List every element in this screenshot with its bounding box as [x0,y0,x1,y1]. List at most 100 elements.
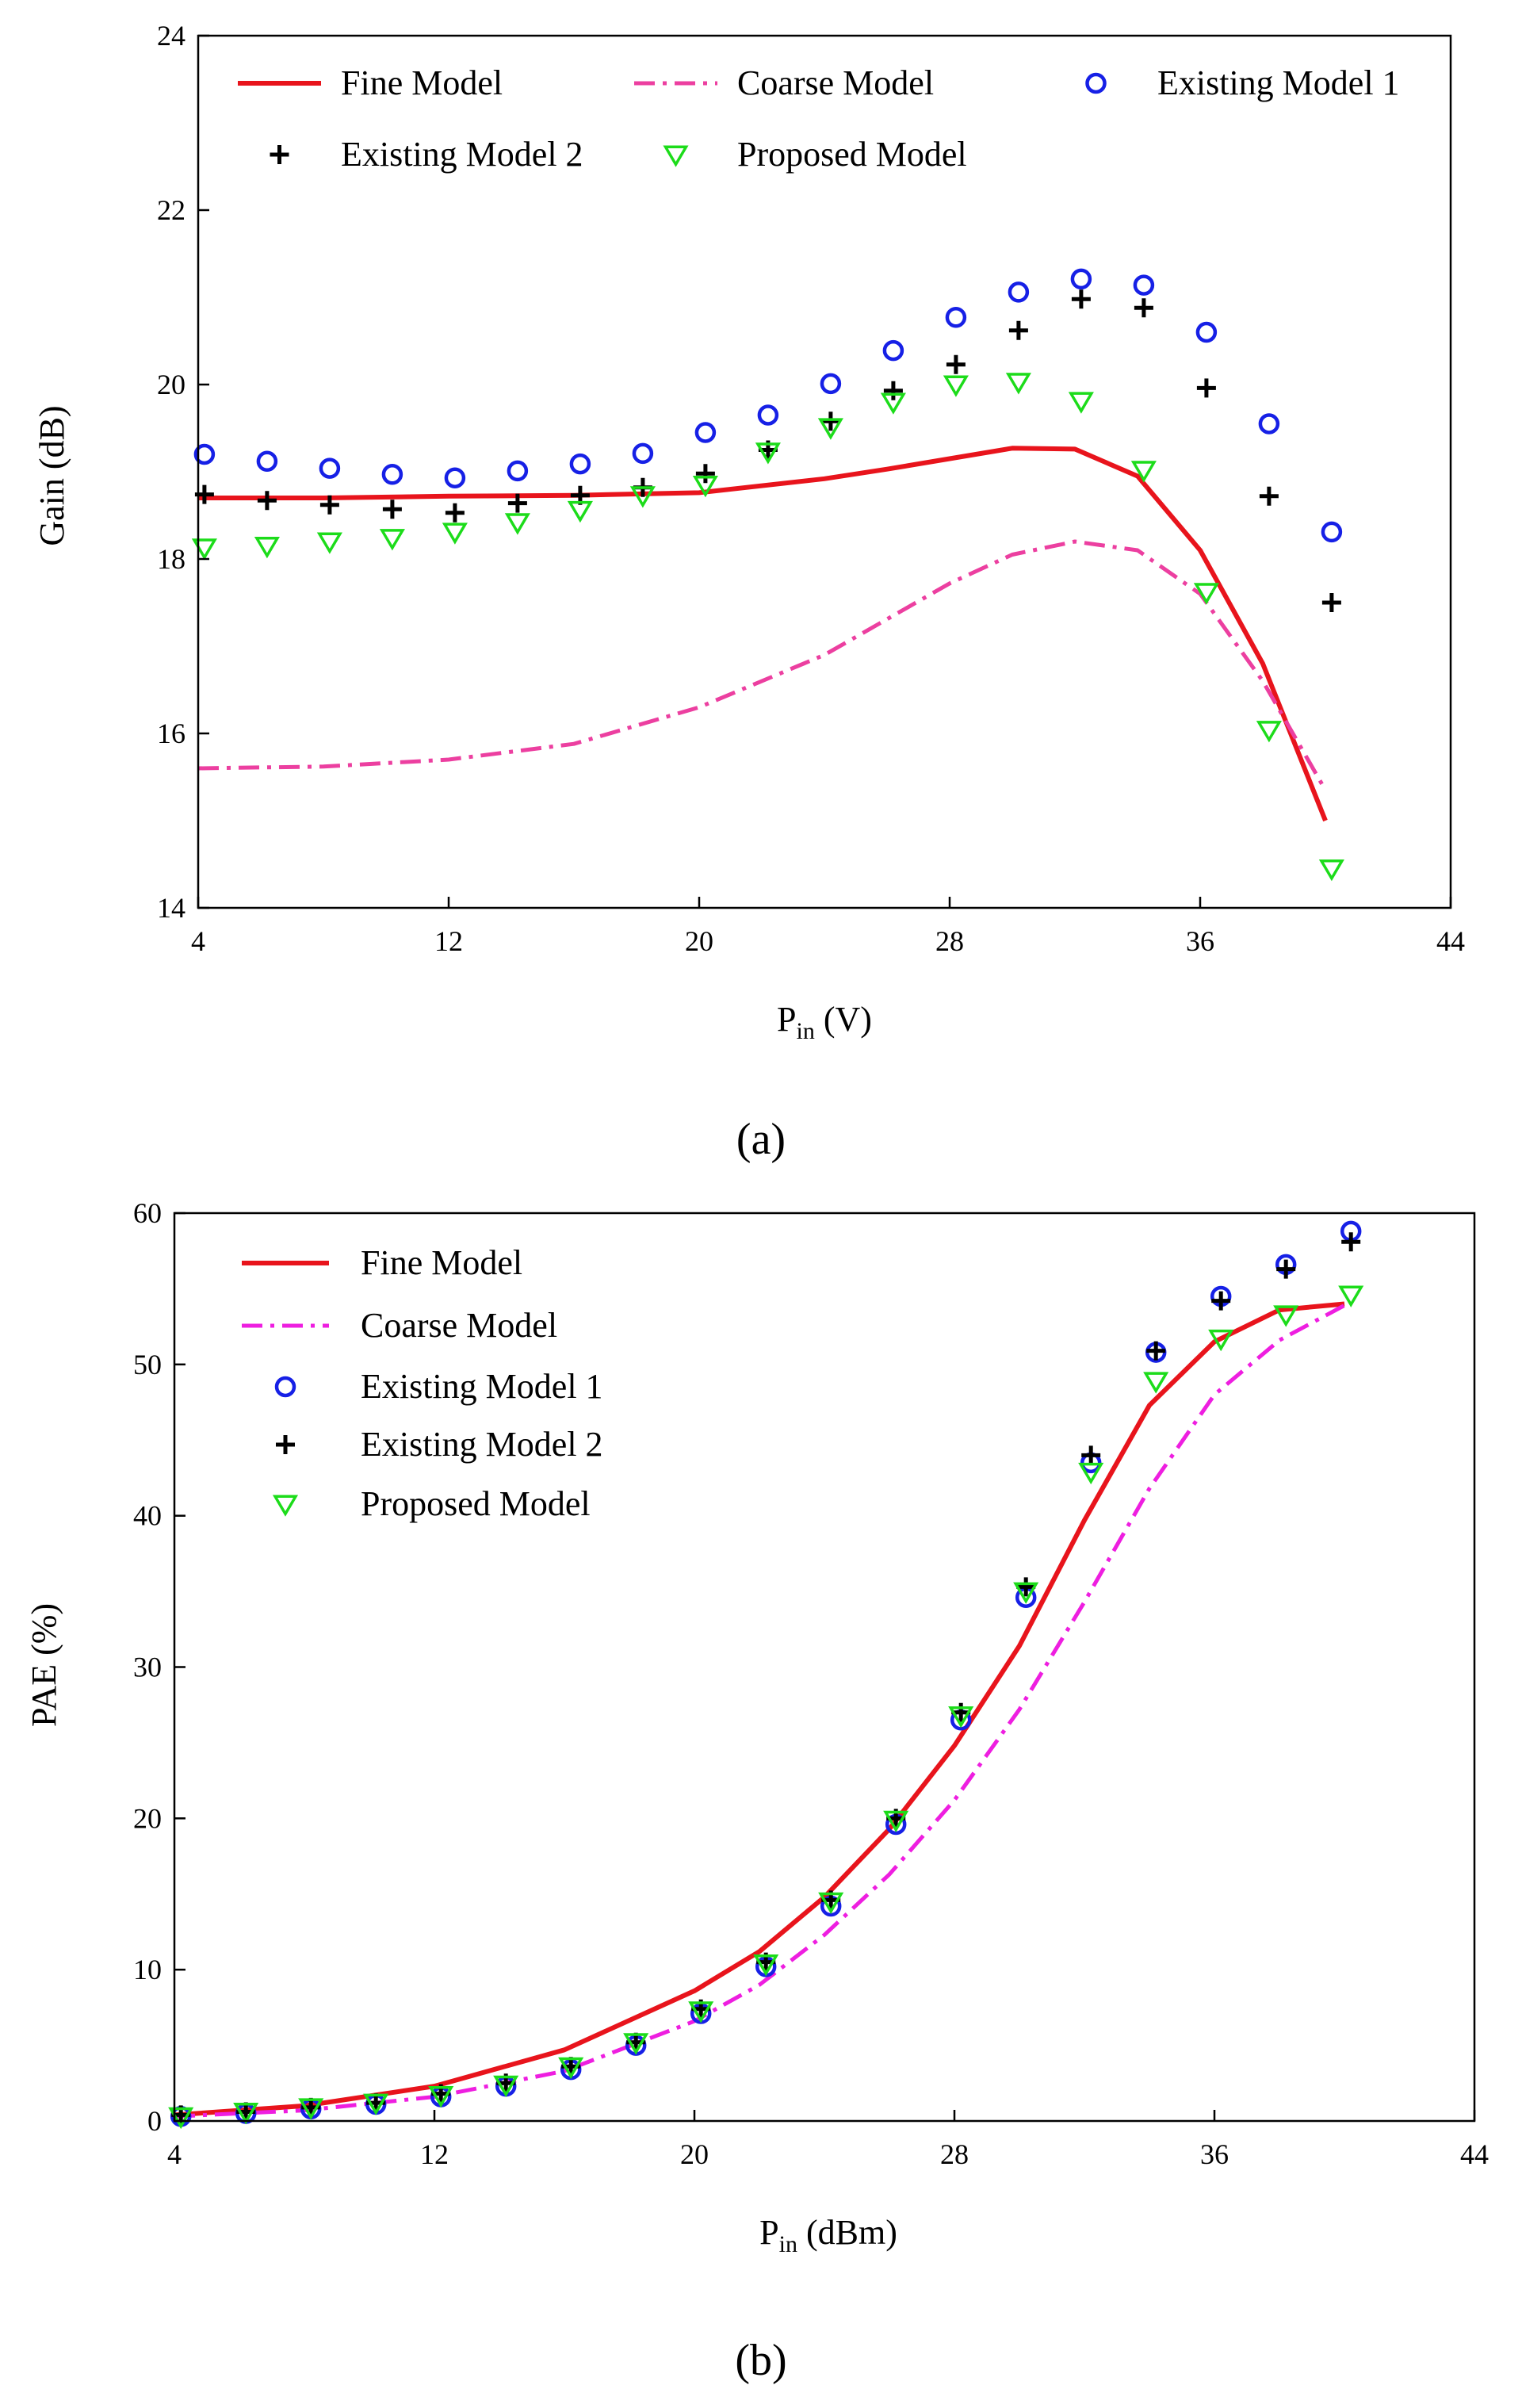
data-point-proposed [1338,1285,1364,1307]
x-axis-label-sub: in [779,2231,797,2257]
y-tick-label: 24 [157,20,185,52]
legend-swatch [274,1376,296,1398]
x-axis-label-sub: in [797,1018,815,1044]
data-point-proposed [818,1892,844,1915]
x-tick-label: 12 [420,2138,449,2170]
data-point-em2 [1276,1259,1296,1279]
legend-label: Fine Model [341,63,503,102]
series-line-fine [198,446,1328,822]
data-point-proposed [1005,373,1031,395]
x-tick-label: 4 [191,925,205,957]
panel-a-gain-chart: 4 12 20 28 36 44 14 16 18 20 22 24 Fine Model Coarse… [33,20,1465,1164]
data-point-proposed [629,486,656,508]
legend: Fine Model Coarse Model Existing Model 1 Ex… [238,63,1400,174]
data-point-em1 [319,457,341,479]
legend-swatch [270,145,289,164]
data-point-em2 [946,354,966,374]
panel-label: (b) [735,2336,786,2385]
legend-label: Existing Model 2 [341,135,583,174]
data-point-em1 [1008,281,1030,303]
data-point-em2 [319,495,339,515]
data-point-proposed [1256,721,1282,743]
data-point-em1 [193,443,216,465]
data-point-em2 [1081,1445,1101,1465]
data-point-em2 [1341,1232,1361,1252]
data-point-proposed [442,523,468,545]
data-point-proposed [1068,392,1094,414]
x-tick-label: 4 [167,2138,182,2170]
legend-swatch [663,145,689,167]
x-axis-label-main: P [777,1000,796,1039]
legend-label: Coarse Model [737,63,934,102]
legend-label: Proposed Model [737,135,967,174]
data-point-em1 [1070,268,1092,290]
data-point-em2 [883,381,903,400]
data-point-proposed [1078,1462,1104,1485]
series-em2 [194,289,1341,612]
data-point-em1 [1321,521,1343,543]
data-point-em2 [820,412,840,431]
legend-label: Existing Model 2 [361,1425,603,1464]
data-point-proposed [191,538,217,561]
legend-item-em1: Existing Model 1 [274,1367,603,1406]
data-point-proposed [753,1954,779,1977]
legend-item-em2: Existing Model 2 [276,1425,603,1464]
y-tick-label: 10 [133,1954,162,1985]
data-point-em1 [820,373,842,395]
y-tick-label: 20 [133,1802,162,1834]
legend-item-coarse: Coarse Model [634,63,934,102]
data-point-proposed [817,418,843,440]
legend-swatch [272,1495,299,1517]
data-point-em1 [569,453,591,475]
legend-item-fine: Fine Model [242,1243,522,1282]
data-point-proposed [623,2033,649,2055]
legend-label: Proposed Model [361,1484,591,1523]
data-point-em1 [757,404,779,426]
data-point-em1 [1133,274,1155,296]
legend-item-fine: Fine Model [238,63,503,102]
y-tick-label: 30 [133,1652,162,1683]
x-tick-label: 12 [434,925,463,957]
data-point-proposed [379,529,405,551]
data-point-em2 [1211,1291,1231,1311]
series-em1 [193,268,1343,543]
data-point-em1 [1195,321,1218,343]
data-point-proposed [755,442,781,465]
legend-item-proposed: Proposed Model [272,1484,591,1523]
data-point-em2 [1259,486,1279,506]
data-point-em2 [695,464,715,484]
panel-b-pae-chart: 4 12 20 28 36 44 0 10 20 30 40 50 60 Fine Model Coars… [25,1197,1489,2385]
data-point-proposed [428,2086,454,2108]
x-tick-label: 20 [680,2138,709,2170]
data-series [168,1220,1364,2130]
data-point-em1 [381,464,403,485]
data-point-proposed [254,537,280,559]
y-tick-label: 50 [133,1349,162,1380]
data-point-proposed [1318,859,1344,882]
data-point-proposed [1013,1582,1039,1604]
data-point-proposed [316,532,342,554]
data-point-em1 [444,467,466,488]
data-point-proposed [1130,461,1157,483]
axis-ticks: 4 12 20 28 36 44 14 16 18 20 22 24 [157,20,1465,957]
data-point-em1 [694,422,717,443]
x-tick-label: 44 [1436,925,1465,957]
data-point-proposed [233,2103,259,2125]
x-tick-label: 36 [1186,925,1214,957]
axis-ticks: 4 12 20 28 36 44 0 10 20 30 40 50 60 [133,1197,1489,2170]
data-point-em1 [945,307,967,328]
data-point-proposed [688,2001,714,2023]
data-point-proposed [363,2093,389,2115]
data-point-em2 [1016,1577,1036,1597]
data-point-proposed [168,2107,194,2130]
y-tick-label: 60 [133,1197,162,1229]
y-tick-label: 18 [157,543,185,575]
y-axis-label: Gain (dB) [33,405,71,546]
series-fine [198,446,1328,822]
x-tick-label: 20 [685,925,713,957]
x-tick-label: 36 [1200,2138,1229,2170]
data-point-em2 [1134,298,1153,318]
data-point-proposed [567,500,593,523]
data-point-proposed [558,2057,584,2080]
